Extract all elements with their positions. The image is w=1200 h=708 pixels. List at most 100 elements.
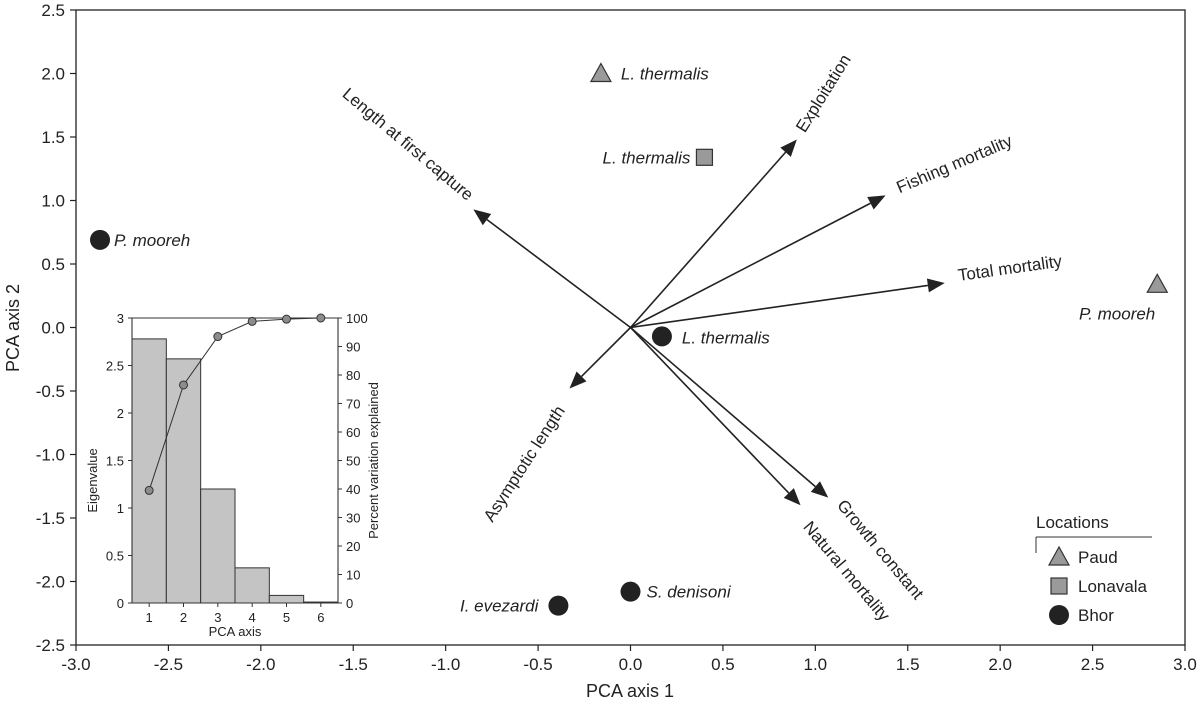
y-tick-label: -2.5 [36,636,65,655]
legend-label: Paud [1078,548,1118,567]
x-tick-label: -2.0 [246,655,275,674]
inset-left-tick-label: 3 [117,311,124,326]
score-point-marker [651,326,672,347]
eigenvalue-bar [200,488,236,604]
score-point-label: I. evezardi [460,597,540,616]
x-tick-label: -1.5 [339,655,368,674]
score-point-marker [90,229,111,250]
inset-right-tick-label: 80 [346,368,360,383]
eigenvalue-bar [131,338,167,604]
y-tick-label: 2.0 [41,65,65,84]
cumulative-variance-line [148,317,321,491]
loading-vector-arrowhead [926,278,945,293]
y-tick-label: 1.5 [41,128,65,147]
score-point-marker [589,62,612,83]
score-points: L. thermalis L. thermalis P. mooreh P. moor… [90,62,1169,616]
x-tick-label: 0.5 [711,655,735,674]
x-axis-title: PCA axis 1 [586,681,674,701]
inset-x-tick-label: 6 [317,610,324,625]
loading-vector-arrowhead [780,139,797,157]
legend-label: Bhor [1078,606,1114,625]
loading-vector-arrowhead [473,209,492,226]
loading-vector-label: Length at first capture [339,84,477,204]
inset-right-tick-label: 0 [346,596,353,611]
legend-label: Lonavala [1078,577,1148,596]
score-point-label: S. denisoni [647,583,732,602]
loading-vector-line [580,326,632,378]
score-point-label: P. mooreh [1079,304,1155,323]
y-tick-label: 2.5 [41,1,65,20]
legend-title: Locations [1036,513,1109,532]
inset-right-tick-label: 40 [346,482,360,497]
inset-left-tick-label: 0.5 [106,549,124,564]
inset-right-tick-label: 90 [346,340,360,355]
cumulative-variance-point [213,332,223,342]
y-tick-label: -1.5 [36,509,65,528]
loading-vector-line [486,218,631,329]
loading-vector-arrowhead [569,371,587,389]
y-tick-label: 0.0 [41,319,65,338]
loading-vector-line [629,151,787,329]
inset-right-tick-label: 60 [346,425,360,440]
score-point-label: P. mooreh [114,231,190,250]
loading-vector-line [630,202,871,329]
loading-vector-arrowhead [867,195,886,210]
loading-vector-line [629,326,816,488]
y-tick-label: 1.0 [41,192,65,211]
x-tick-label: 1.0 [804,655,828,674]
eigenvalue-bar [268,594,305,604]
inset-left-tick-label: 2 [117,406,124,421]
legend: Locations Paud Lonavala Bhor [1035,513,1152,625]
y-tick-label: 0.5 [41,255,65,274]
loading-vector-line [630,284,928,329]
score-point-label: L. thermalis [621,65,709,84]
cumulative-variance-point [282,314,291,324]
cumulative-variance-point [316,313,326,323]
legend-marker [1050,577,1068,595]
inset-left-tick-label: 0 [117,596,124,611]
inset-x-tick-label: 3 [214,610,221,625]
inset-right-tick-label: 20 [346,539,360,554]
inset-left-title: Eigenvalue [85,448,100,512]
eigenvalue-bar [234,567,270,604]
inset-left-tick-label: 1 [117,501,124,516]
x-tick-label: -0.5 [523,655,552,674]
x-tick-label: -1.0 [431,655,460,674]
legend-marker [1047,545,1071,566]
score-point-marker [548,595,569,616]
x-tick-label: -2.5 [154,655,183,674]
loading-vector-line [629,326,790,494]
loading-vector-arrowhead [783,488,801,506]
inset-x-tick-label: 5 [283,610,290,625]
inset-x-title: PCA axis [209,624,262,639]
score-point-label: L. thermalis [682,328,770,347]
x-tick-label: 1.5 [896,655,920,674]
loading-vector-arrowhead [810,481,829,498]
score-point-label: L. thermalis [603,148,691,167]
x-tick-label: 2.5 [1081,655,1105,674]
cumulative-variance-point [144,485,154,495]
inset-right-tick-label: 30 [346,511,360,526]
inset-x-tick-label: 2 [180,610,187,625]
inset-left-tick-label: 1.5 [106,454,124,469]
cumulative-variance-point [179,380,188,390]
inset-right-tick-label: 10 [346,568,360,583]
x-tick-label: 3.0 [1173,655,1197,674]
y-tick-label: -2.0 [36,573,65,592]
y-tick-label: -1.0 [36,446,65,465]
eigenvalue-bar [165,358,202,604]
loading-vector-label: Growth constant [833,496,927,603]
inset-x-tick-label: 4 [249,610,256,625]
score-point-marker [620,581,641,602]
legend-marker [1049,605,1069,625]
inset-x-tick-label: 1 [146,610,153,625]
x-axis-ticks: -3.0 -2.5 -2.0 -1.5 -1.0 -0.5 0.0 0.5 1.0 1.5 2.0 2… [61,645,1197,674]
y-tick-label: -0.5 [36,382,65,401]
loading-vector-label: Total mortality [957,252,1064,285]
loading-vector-label: Asymptotic length [480,402,569,525]
inset-right-tick-label: 100 [346,311,368,326]
x-tick-label: 2.0 [988,655,1012,674]
loading-vector-label: Fishing mortality [894,131,1016,197]
